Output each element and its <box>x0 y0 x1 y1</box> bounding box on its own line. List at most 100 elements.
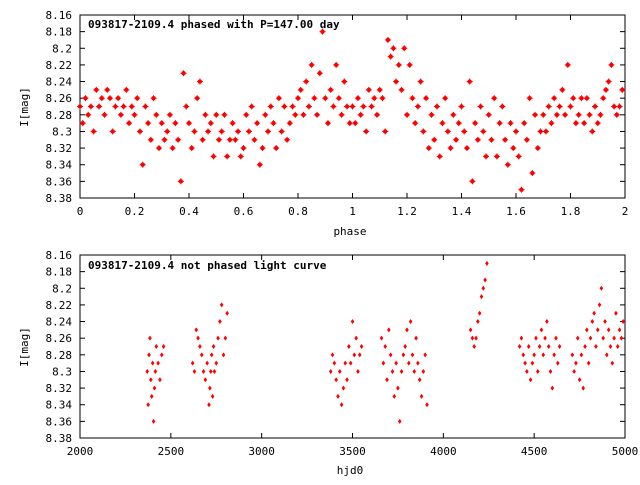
phased-data-point <box>401 45 408 52</box>
phased-y-tick-label: 8.26 <box>46 92 73 105</box>
phased-data-point <box>188 145 195 152</box>
phased-data-point <box>205 128 212 135</box>
unphased-data-point <box>354 335 358 341</box>
phased-data-point <box>335 95 342 102</box>
phased-data-point <box>281 103 288 110</box>
phased-data-point <box>284 136 291 143</box>
phased-data-point <box>586 111 593 118</box>
phased-data-point <box>442 95 449 102</box>
unphased-data-point <box>341 385 346 391</box>
phased-data-point <box>455 120 462 127</box>
phased-x-tick-label: 1.8 <box>561 205 581 218</box>
phased-data-point <box>85 111 92 118</box>
phased-x-tick-label: 0.6 <box>234 205 254 218</box>
phased-data-point <box>106 95 113 102</box>
unphased-x-axis-label: hjd0 <box>337 464 364 477</box>
unphased-y-tick-label: 8.26 <box>46 332 73 345</box>
phased-data-point <box>142 103 149 110</box>
unphased-data-point <box>412 368 417 374</box>
phased-data-point <box>491 95 498 102</box>
phased-data-point <box>265 128 272 135</box>
phased-data-point <box>515 153 522 160</box>
unphased-data-point <box>536 368 540 374</box>
unphased-x-tick-label: 5000 <box>612 445 639 458</box>
phased-data-point <box>215 136 222 143</box>
phased-data-point <box>352 120 359 127</box>
phased-data-point <box>466 78 473 85</box>
phased-data-point <box>354 95 361 102</box>
phased-data-point <box>365 86 372 93</box>
unphased-data-point <box>534 335 538 341</box>
phased-data-point <box>619 86 626 93</box>
phased-data-point <box>207 120 214 127</box>
phased-data-point <box>578 95 585 102</box>
unphased-data-point <box>472 344 477 349</box>
phased-data-point <box>496 120 503 127</box>
unphased-data-point <box>595 327 600 333</box>
unphased-data-point <box>539 327 544 333</box>
unphased-data-point <box>150 360 155 366</box>
phased-data-point <box>109 128 116 135</box>
phased-x-tick-label: 1.4 <box>452 205 472 218</box>
phased-data-point <box>521 120 528 127</box>
phased-data-point <box>493 153 500 160</box>
phased-data-point <box>414 103 421 110</box>
unphased-data-point <box>379 335 384 341</box>
phased-data-point <box>199 136 206 143</box>
phased-data-point <box>161 136 168 143</box>
unphased-data-point <box>210 393 215 399</box>
phased-data-point <box>513 128 519 135</box>
unphased-data-point <box>161 344 166 349</box>
unphased-data-point <box>211 344 216 349</box>
phased-data-point <box>390 45 397 52</box>
unphased-data-point <box>218 319 222 325</box>
phased-data-point <box>115 95 122 102</box>
unphased-data-point <box>348 360 353 366</box>
phased-y-tick-label: 8.28 <box>46 109 73 122</box>
phased-x-tick-label: 1.2 <box>397 205 417 218</box>
unphased-data-point <box>552 352 556 358</box>
phased-data-point <box>292 111 299 118</box>
unphased-data-point <box>619 335 624 341</box>
phased-data-point <box>172 120 179 127</box>
phased-data-point <box>534 145 541 152</box>
unphased-data-point <box>357 352 362 358</box>
unphased-data-point <box>196 335 200 341</box>
unphased-data-point <box>198 344 202 349</box>
unphased-data-point <box>223 335 228 341</box>
phased-data-point <box>112 103 119 110</box>
unphased-data-point <box>205 360 209 366</box>
phased-data-point <box>153 111 160 118</box>
phased-y-tick-label: 8.22 <box>46 59 73 72</box>
phased-data-point <box>93 86 100 93</box>
phased-data-point <box>548 120 555 127</box>
phased-data-point <box>186 120 192 127</box>
phased-data-point <box>134 95 141 102</box>
phased-x-tick-label: 0 <box>77 205 84 218</box>
unphased-data-point <box>405 327 409 333</box>
phased-data-point <box>545 103 552 110</box>
phased-data-point <box>581 120 588 127</box>
phased-data-point <box>229 120 236 127</box>
phased-data-point <box>357 111 364 118</box>
phased-y-tick-label: 8.38 <box>46 192 73 205</box>
unphased-data-point <box>525 368 529 374</box>
phased-data-point <box>300 111 307 118</box>
unphased-data-point <box>381 360 386 366</box>
unphased-data-point <box>392 393 397 399</box>
unphased-data-point <box>192 368 197 374</box>
unphased-data-point <box>614 310 618 316</box>
unphased-data-point <box>590 319 595 325</box>
phased-data-point <box>156 145 163 152</box>
unphased-y-tick-label: 8.32 <box>46 382 73 395</box>
phased-data-point <box>382 128 389 135</box>
unphased-data-point <box>343 360 348 366</box>
phased-x-tick-label: 1.6 <box>506 205 526 218</box>
phased-data-point <box>311 95 318 102</box>
unphased-data-point <box>396 385 400 391</box>
phased-data-point <box>330 103 337 110</box>
phased-data-point <box>477 103 484 110</box>
unphased-data-point <box>603 319 607 325</box>
